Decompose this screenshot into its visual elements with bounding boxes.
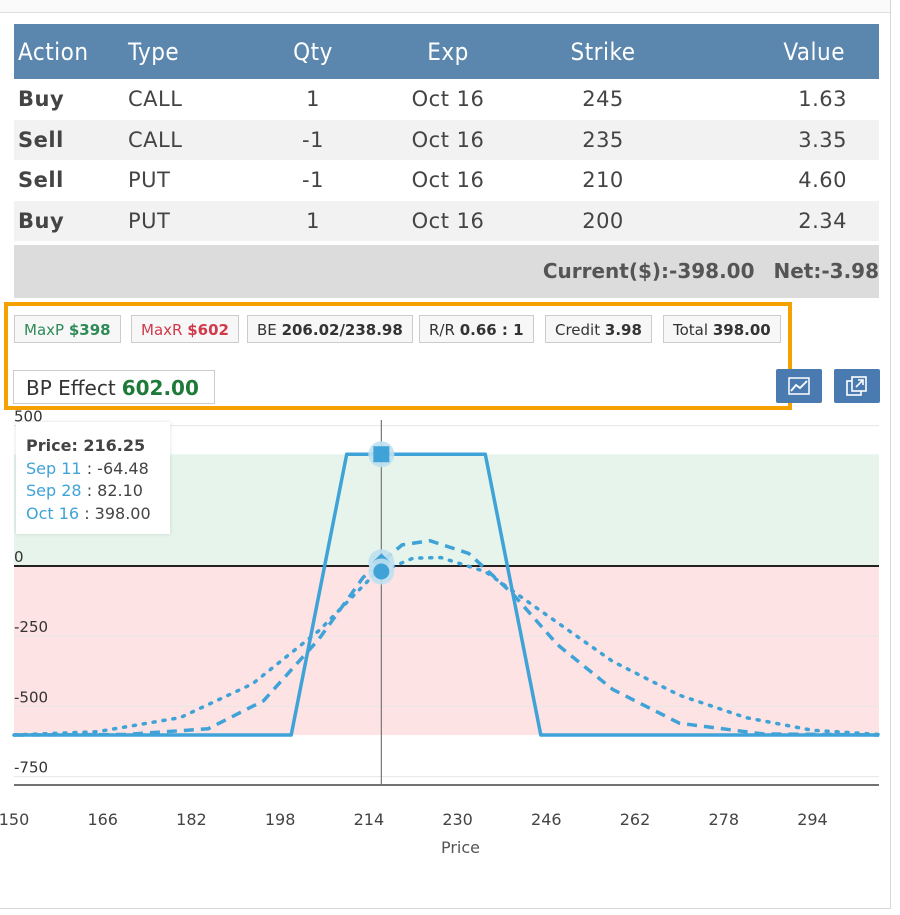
table-row[interactable]: Buy CALL 1 Oct 16 245 1.63 — [14, 79, 879, 120]
header-strike[interactable]: Strike — [518, 24, 688, 79]
tooltip-date: Sep 28 — [26, 481, 82, 500]
total-value: 398.00 — [712, 321, 771, 339]
bp-label: BP Effect — [26, 376, 116, 400]
table-header-row: Action Type Qty Exp Strike Value — [14, 24, 879, 79]
leg-qty: -1 — [248, 119, 378, 160]
credit-value: 3.98 — [604, 321, 642, 339]
tooltip-row: Sep 11 : -64.48 — [26, 458, 170, 481]
current-total: Current($):-398.00 — [542, 259, 755, 283]
leg-action: Buy — [18, 87, 65, 112]
header-type[interactable]: Type — [128, 24, 248, 79]
table-row[interactable]: Sell PUT -1 Oct 16 210 4.60 — [14, 160, 879, 201]
y-tick-label: -500 — [14, 688, 48, 706]
total-label: Total — [673, 321, 709, 339]
tooltip-value: : -64.48 — [86, 458, 149, 478]
y-tick-label: 0 — [14, 548, 24, 566]
net-total: Net:-3.98 — [773, 259, 879, 283]
maxr-value: $602 — [187, 321, 229, 339]
leg-qty: 1 — [306, 87, 320, 112]
table-row[interactable]: Sell CALL -1 Oct 16 235 3.35 — [14, 119, 879, 160]
leg-value: 2.34 — [688, 200, 879, 241]
header-action[interactable]: Action — [14, 24, 128, 79]
leg-action: Sell — [14, 119, 128, 160]
legs-table: Action Type Qty Exp Strike Value Buy CAL… — [14, 24, 879, 241]
total-badge: Total 398.00 — [663, 315, 781, 343]
breakeven-badge: BE 206.02/238.98 — [247, 315, 413, 343]
leg-value: 3.35 — [688, 119, 879, 160]
x-tick-label: 262 — [620, 810, 651, 829]
x-tick-label: 198 — [265, 810, 296, 829]
leg-qty: 1 — [248, 200, 378, 241]
cursor-marker-square — [373, 446, 390, 463]
credit-badge: Credit 3.98 — [545, 315, 652, 343]
leg-strike: 245 — [582, 87, 624, 112]
summary-bar: Current($):-398.00 Net:-3.98 — [14, 245, 879, 298]
leg-type: CALL — [128, 119, 248, 160]
tooltip-price: Price: 216.25 — [26, 436, 146, 455]
x-tick-label: 166 — [87, 810, 118, 829]
tooltip-value: : 82.10 — [86, 481, 143, 500]
rr-value: 0.66 : 1 — [459, 321, 524, 339]
maxr-badge: MaxR $602 — [131, 315, 239, 343]
line-chart-icon — [788, 377, 810, 395]
header-qty[interactable]: Qty — [248, 24, 378, 79]
header-value[interactable]: Value — [688, 24, 879, 79]
loss-zone — [14, 566, 879, 736]
maxp-value: $398 — [68, 321, 111, 339]
y-tick-label: 500 — [14, 408, 43, 426]
table-row[interactable]: Buy PUT 1 Oct 16 200 2.34 — [14, 200, 879, 241]
y-tick-label: -750 — [14, 759, 48, 777]
leg-value: 4.60 — [798, 168, 847, 193]
series-line-solid — [14, 452, 879, 737]
risk-reward-badge: R/R 0.66 : 1 — [419, 315, 534, 343]
popout-button[interactable] — [834, 369, 880, 403]
be-value: 206.02/238.98 — [281, 321, 403, 339]
leg-exp: Oct 16 — [411, 168, 485, 193]
x-tick-label: 230 — [442, 810, 473, 829]
tooltip-date: Oct 16 — [26, 503, 80, 523]
leg-type: PUT — [128, 168, 171, 193]
x-tick-label: 278 — [708, 810, 739, 829]
leg-type: PUT — [128, 200, 248, 241]
maxp-label: MaxP — [24, 321, 65, 339]
header-exp[interactable]: Exp — [378, 24, 518, 79]
maxp-badge: MaxP $398 — [14, 315, 121, 343]
top-strip — [0, 0, 890, 13]
x-tick-label: 182 — [176, 810, 207, 829]
leg-strike: 235 — [518, 119, 688, 160]
tooltip-row: Oct 16 : 398.00 — [26, 503, 170, 526]
x-tick-label: 214 — [354, 810, 385, 829]
leg-exp: Oct 16 — [378, 200, 518, 241]
tooltip-row: Sep 28 : 82.10 — [26, 480, 170, 503]
leg-value: 1.63 — [798, 87, 847, 112]
bp-effect-badge: BP Effect 602.00 — [13, 370, 215, 404]
chart-view-button[interactable] — [776, 369, 822, 403]
leg-type: CALL — [128, 87, 183, 112]
x-tick-label: 150 — [0, 810, 29, 829]
x-tick-label: 246 — [531, 810, 562, 829]
cursor-marker-circle — [373, 563, 390, 580]
leg-strike: 200 — [518, 200, 688, 241]
be-label: BE — [257, 321, 277, 339]
bp-value: 602.00 — [121, 376, 199, 400]
series-line-dotted — [12, 555, 881, 737]
leg-exp: Oct 16 — [378, 119, 518, 160]
credit-label: Credit — [555, 321, 601, 339]
x-axis-title: Price — [441, 838, 480, 857]
tooltip-value: : 398.00 — [84, 503, 151, 523]
leg-strike: 210 — [582, 168, 624, 193]
leg-exp: Oct 16 — [411, 87, 485, 112]
popout-icon — [846, 376, 867, 396]
price-tooltip: Price: 216.25 Sep 11 : -64.48 Sep 28 : 8… — [16, 422, 170, 534]
leg-action: Buy — [14, 200, 128, 241]
leg-qty: -1 — [302, 168, 324, 193]
leg-action: Sell — [18, 168, 64, 193]
x-tick-label: 294 — [797, 810, 828, 829]
series-line-dashed — [13, 538, 880, 737]
maxr-label: MaxR — [141, 321, 183, 339]
rr-label: R/R — [429, 321, 455, 339]
y-tick-label: -250 — [14, 618, 48, 636]
tooltip-date: Sep 11 — [26, 458, 82, 478]
stats-highlight-box — [4, 302, 792, 410]
